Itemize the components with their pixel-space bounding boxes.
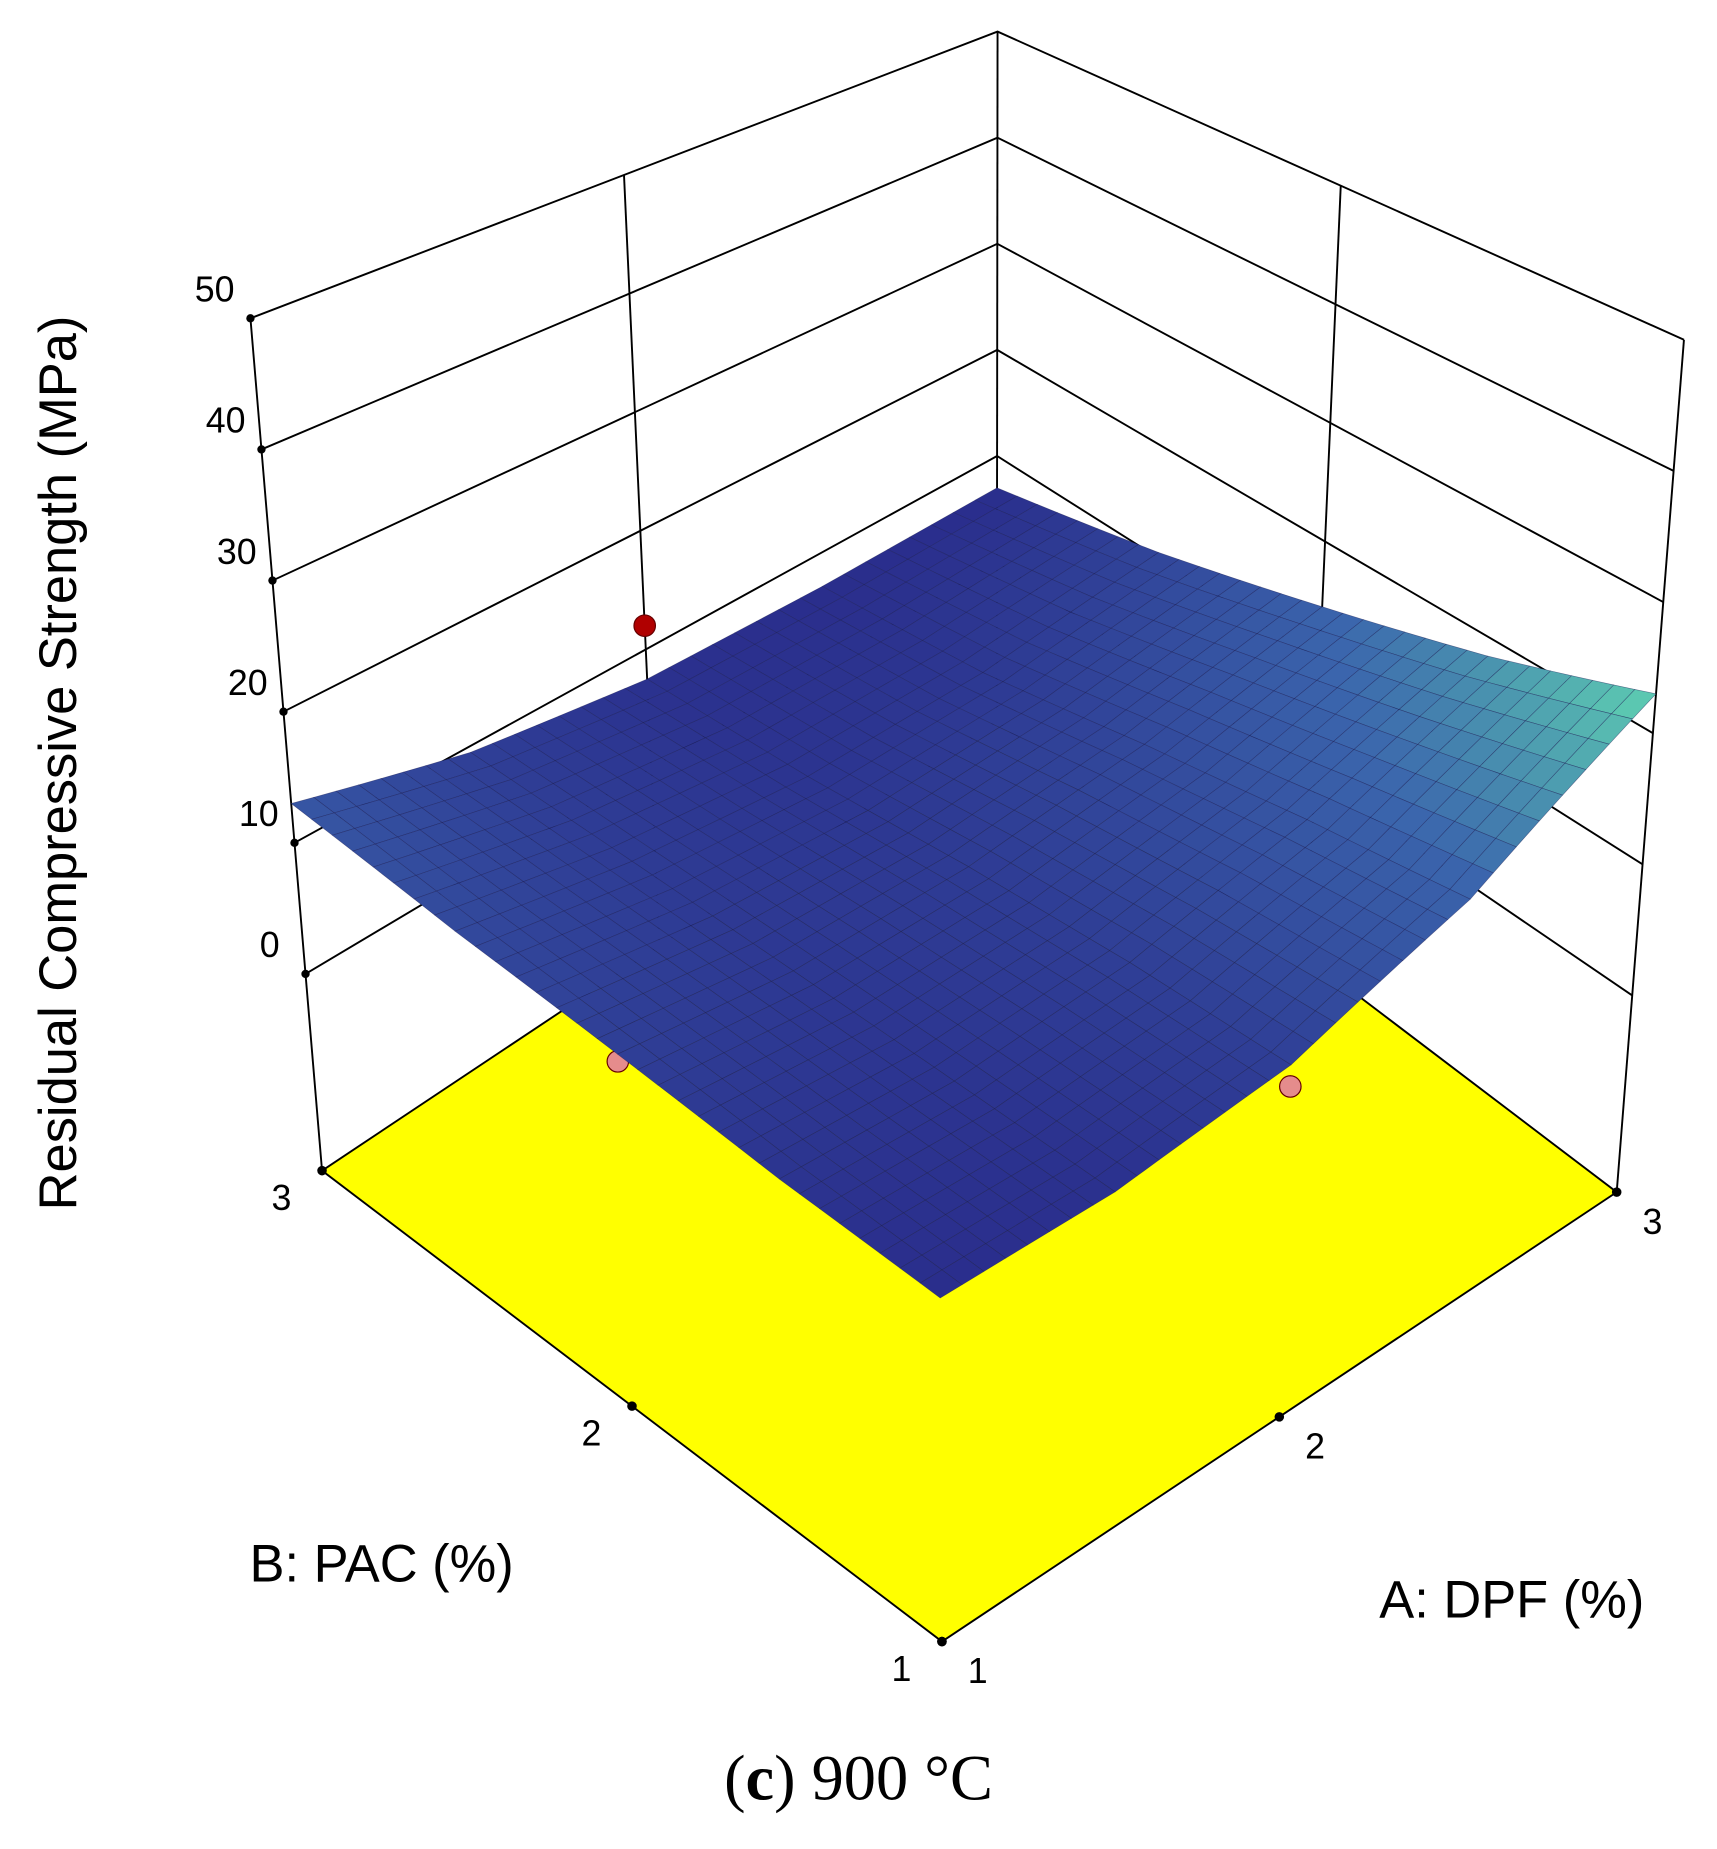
- grid-line: [261, 136, 1675, 472]
- y-tick-label: 3: [272, 1178, 292, 1218]
- z-axis-title: Residual Compressive Strength (MPa): [30, 316, 88, 1211]
- z-tick-label: 50: [195, 270, 235, 310]
- surface-cell: [919, 1269, 963, 1299]
- y-tick: [937, 1636, 947, 1647]
- y-tick-label: 1: [891, 1649, 911, 1689]
- wall-edge: [1615, 339, 1685, 1193]
- grid-line: [250, 30, 1685, 341]
- y-tick: [627, 1401, 637, 1411]
- z-tick-label: 20: [228, 663, 268, 703]
- x-tick: [1274, 1412, 1285, 1422]
- design-point: [633, 614, 657, 638]
- y-tick: [317, 1165, 327, 1176]
- x-tick-label: 2: [1305, 1426, 1325, 1466]
- x-tick-label: 3: [1643, 1202, 1663, 1242]
- x-axis-title: A: DPF (%): [1379, 1571, 1644, 1629]
- surface: [290, 487, 1657, 1299]
- y-tick-label: 2: [582, 1413, 602, 1453]
- z-tick-label: 30: [217, 532, 257, 572]
- caption: (c) 900 °C: [724, 1742, 993, 1813]
- design-point: [1278, 1075, 1302, 1098]
- z-tick-label: 0: [260, 925, 280, 965]
- caption-part: (: [724, 1742, 745, 1813]
- caption-part: ) 900 °C: [774, 1742, 993, 1813]
- x-tick-label: 1: [968, 1651, 988, 1691]
- wall-edge: [249, 318, 323, 1171]
- caption-part: c: [746, 1742, 775, 1813]
- z-tick-label: 40: [206, 401, 246, 441]
- z-tick-label: 10: [239, 794, 279, 834]
- y-axis-title: B: PAC (%): [250, 1536, 514, 1594]
- x-tick: [1611, 1187, 1622, 1197]
